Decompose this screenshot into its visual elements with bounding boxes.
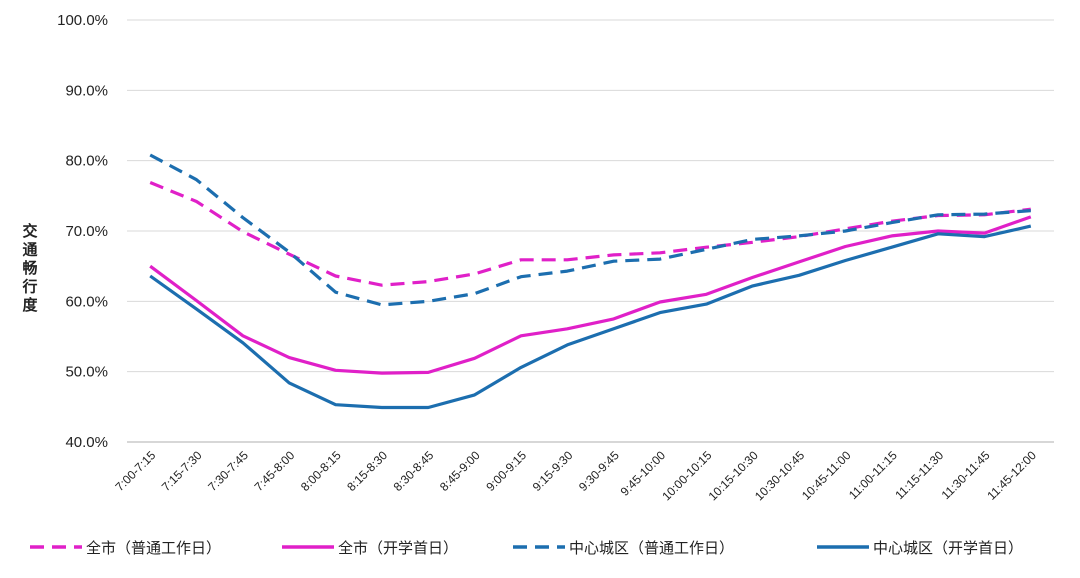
legend-label: 全市（普通工作日） <box>86 539 221 557</box>
y-axis-label-char: 交 <box>22 222 37 240</box>
y-tick-label: 70.0% <box>65 223 108 240</box>
y-axis-ticks: 100.0% 90.0% 80.0% 70.0% 60.0% 50.0% 40.0% <box>57 12 108 451</box>
x-tick-label: 7:15-7:30 <box>159 448 205 494</box>
x-tick-label: 7:00-7:15 <box>113 448 159 494</box>
y-axis-label-char: 通 <box>22 242 37 259</box>
y-tick-label: 90.0% <box>65 82 108 99</box>
x-axis-ticks: 7:00-7:15 7:15-7:30 7:30-7:45 7:45-8:00 8:00… <box>113 448 1040 503</box>
legend-item: 全市（普通工作日） <box>30 539 221 557</box>
x-tick-label: 11:00-11:15 <box>846 448 900 502</box>
x-tick-label: 11:15-11:30 <box>892 448 946 502</box>
legend-item: 中心城区（开学首日） <box>817 540 1023 557</box>
x-tick-label: 7:45-8:00 <box>252 448 298 494</box>
x-tick-label: 9:30-9:45 <box>576 448 622 494</box>
y-axis-label-char: 度 <box>22 296 38 314</box>
x-tick-label: 11:45-12:00 <box>984 448 1039 503</box>
x-tick-label: 8:45-9:00 <box>437 448 483 494</box>
y-axis-label-char: 畅 <box>22 259 37 277</box>
y-tick-label: 80.0% <box>65 153 108 170</box>
y-tick-label: 50.0% <box>65 364 108 381</box>
series-line <box>149 224 1032 410</box>
series-line <box>149 215 1032 375</box>
legend-label: 中心城区（开学首日） <box>873 540 1023 557</box>
x-tick-label: 8:15-8:30 <box>344 448 390 494</box>
x-tick-label: 7:30-7:45 <box>205 448 251 494</box>
x-tick-label: 9:15-9:30 <box>530 448 576 494</box>
gridlines <box>127 19 1054 373</box>
y-tick-label: 60.0% <box>65 293 108 310</box>
x-tick-label: 8:30-8:45 <box>391 448 437 494</box>
legend: 全市（普通工作日） 全市（开学首日） 中心城区（普通工作日） 中心城区（开学首日） <box>30 539 1023 557</box>
x-tick-label: 10:45-11:00 <box>799 448 854 503</box>
x-tick-label: 8:00-8:15 <box>298 448 344 494</box>
legend-label: 全市（开学首日） <box>338 539 458 557</box>
series-lines <box>149 153 1032 410</box>
legend-label: 中心城区（普通工作日） <box>569 540 734 557</box>
legend-item: 全市（开学首日） <box>282 539 458 557</box>
legend-item: 中心城区（普通工作日） <box>513 540 734 557</box>
x-tick-label: 9:00-9:15 <box>483 448 529 494</box>
x-tick-label: 10:30-10:45 <box>752 448 807 503</box>
y-axis-label: 交通畅行度 <box>21 222 38 314</box>
series-line <box>149 153 1031 307</box>
y-tick-label: 40.0% <box>65 434 108 451</box>
y-axis-label-char: 行 <box>21 278 37 296</box>
y-tick-label: 100.0% <box>57 12 108 29</box>
